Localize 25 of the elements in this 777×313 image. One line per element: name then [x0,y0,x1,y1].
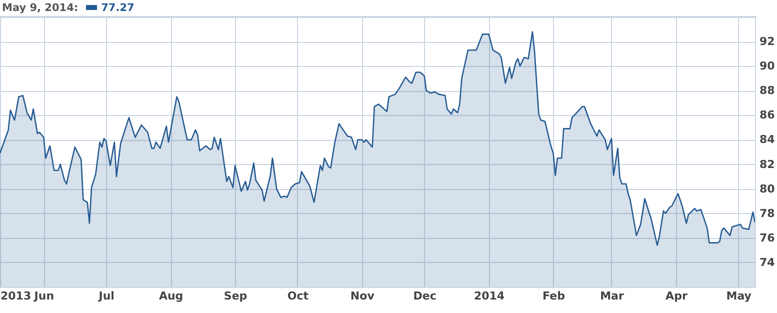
chart-title: May 9, 2014: [2,2,78,14]
y-tick-label: 88 [760,84,775,98]
x-tick-label: Jun [33,290,54,302]
x-tick-label: Apr [666,290,688,302]
y-tick-label: 74 [760,256,776,269]
x-tick-label: 2013 [0,290,32,302]
y-tick-label: 78 [760,206,775,220]
x-tick-label: Nov [350,290,376,302]
x-tick-label: Oct [287,290,308,302]
x-tick-label: Aug [158,290,184,302]
x-tick-label: May [726,290,752,302]
y-tick-label: 92 [760,35,775,48]
x-tick-label: Mar [600,290,624,302]
y-tick-label: 80 [760,182,776,196]
x-tick-label: 2014 [474,290,505,302]
y-tick-label: 84 [760,133,776,146]
y-tick-label: 86 [760,108,776,122]
text: 77.27 [101,2,134,14]
x-tick-label: Jul [98,290,114,302]
y-tick-label: 90 [760,60,776,73]
y-tick-label: 76 [760,231,776,244]
x-tick-label: Sep [224,290,248,302]
x-tick-label: Feb [542,290,566,302]
x-tick-label: Dec [413,290,436,302]
y-tick-label: 82 [760,158,775,171]
